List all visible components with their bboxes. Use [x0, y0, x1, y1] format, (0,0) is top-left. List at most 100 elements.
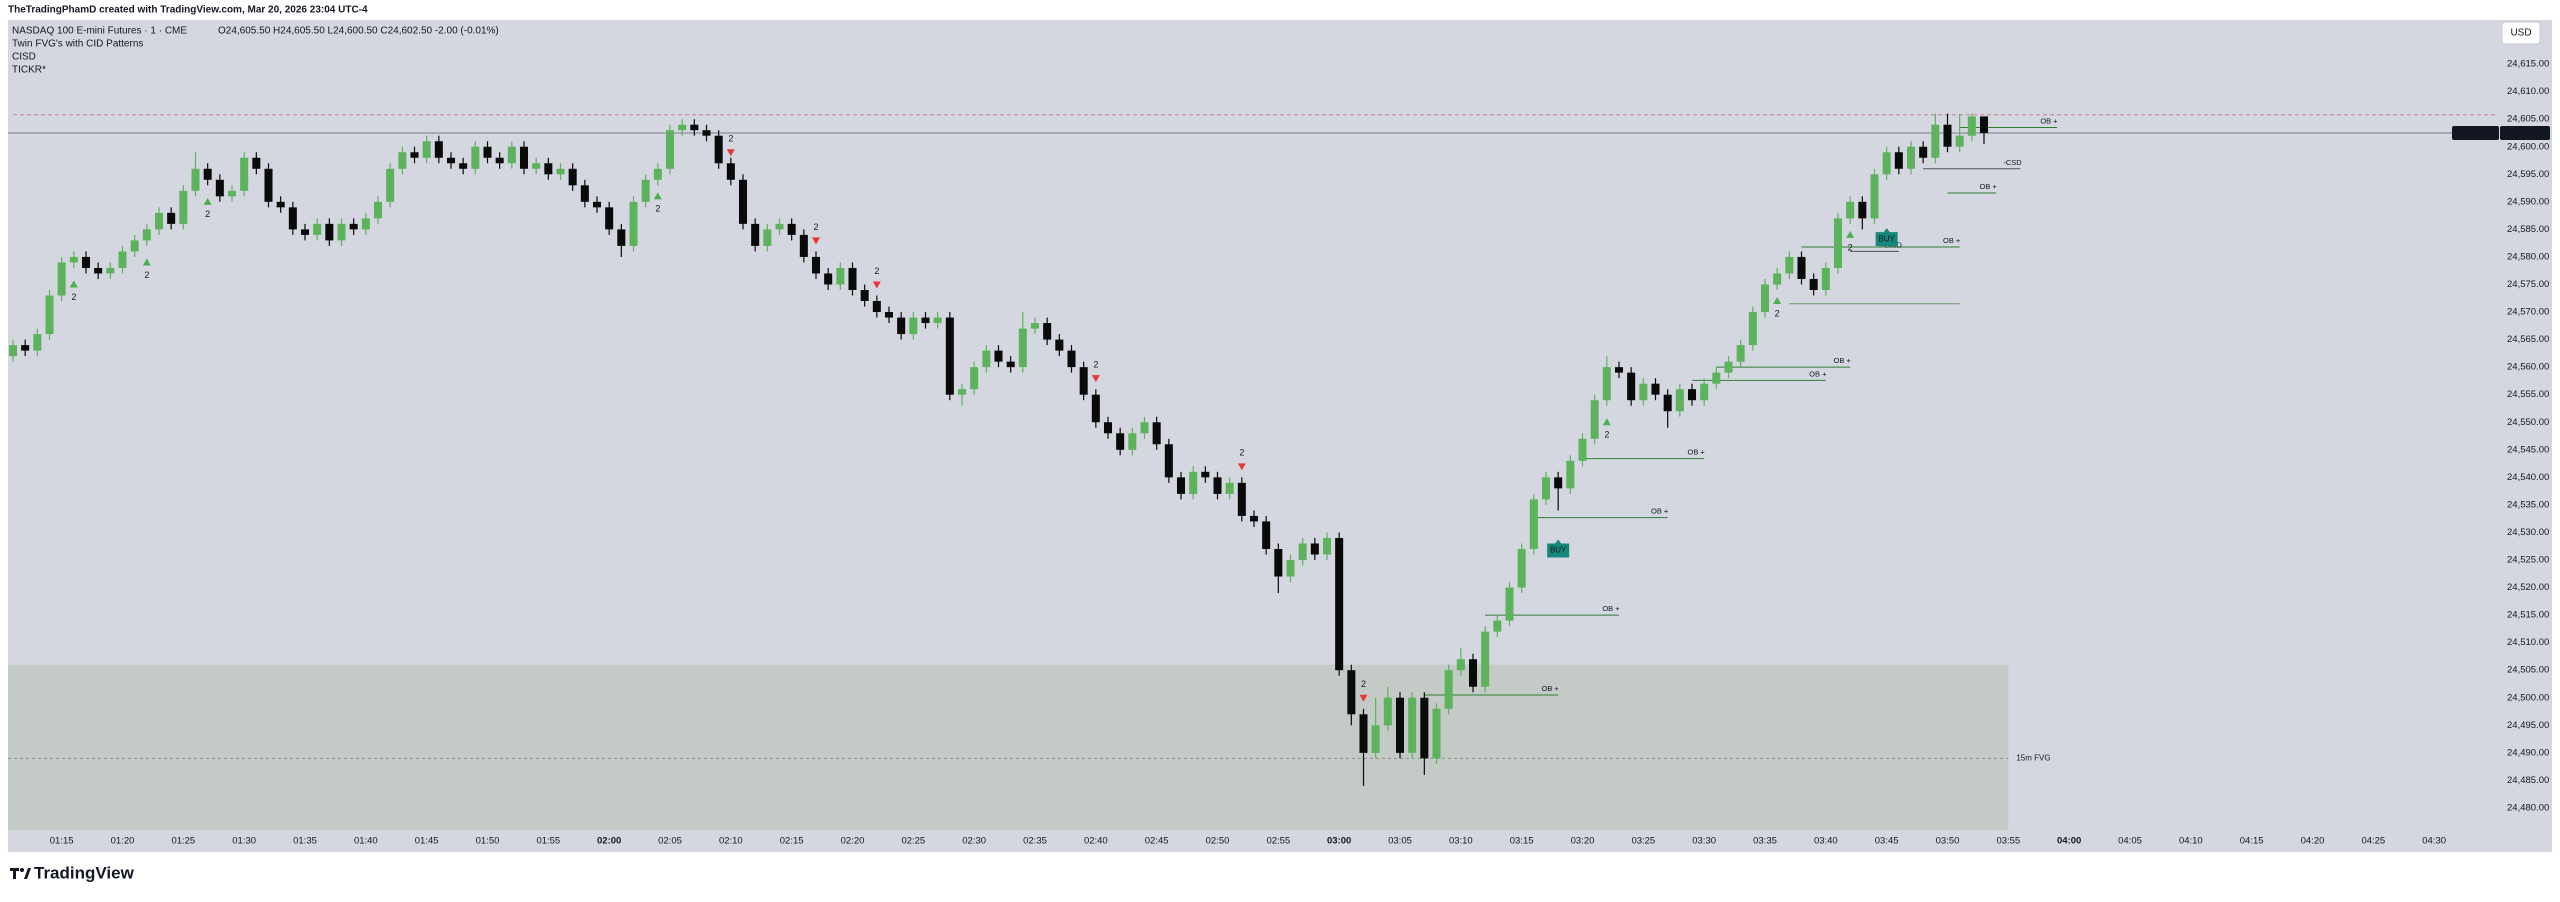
x-tick-label: 03:40 [1814, 836, 1838, 847]
level-label: OB + [1602, 604, 1620, 613]
candle-body [483, 146, 492, 158]
candle-body [519, 146, 529, 169]
candle-body [1103, 422, 1113, 434]
candle-body [1760, 284, 1770, 313]
currency[interactable]: USD [2510, 28, 2531, 39]
candle-body [203, 168, 212, 180]
logo [10, 868, 31, 879]
candle-body [507, 146, 516, 164]
candle-body [872, 301, 881, 313]
candle-body [349, 223, 358, 230]
candle-body [191, 168, 200, 191]
candle-body [738, 179, 748, 224]
candle-body [836, 267, 845, 285]
y-tick-label: 24,595.00 [2507, 169, 2549, 180]
signal-up [142, 258, 151, 266]
candle-body [1335, 537, 1344, 671]
candle-body [57, 262, 66, 296]
candle-body [799, 234, 808, 257]
candle-body [1541, 477, 1551, 500]
candle-body [1493, 620, 1502, 632]
candle-body [167, 212, 176, 224]
candle-body [69, 256, 78, 263]
candle-body [130, 240, 139, 252]
credit: TheTradingPhamD created with TradingView… [8, 5, 368, 16]
candle-body [933, 317, 942, 324]
candle-body [81, 256, 91, 268]
x-tick-label: 04:15 [2240, 836, 2264, 847]
candle-body [106, 267, 115, 274]
signal-label: 2 [1239, 448, 1244, 458]
currency-button[interactable] [2501, 21, 2541, 45]
candle-body [1189, 471, 1198, 494]
candle-body [1322, 537, 1332, 555]
candle-body [154, 212, 164, 230]
signal-label: 2 [1604, 430, 1609, 440]
candle-body [690, 124, 699, 131]
y-tick-label: 24,485.00 [2507, 775, 2549, 786]
level-label: -CSD [2003, 158, 2022, 167]
signal-label: 2 [144, 270, 149, 280]
candle-body [94, 267, 103, 274]
candle-body [1067, 350, 1076, 368]
candle-body [1468, 659, 1478, 687]
candle-body [337, 223, 346, 241]
x-tick-label: 04:20 [2301, 836, 2325, 847]
candle-body [641, 179, 650, 202]
y-tick-label: 24,515.00 [2507, 610, 2549, 621]
candle-body [1919, 146, 1928, 158]
x-tick-label: 03:10 [1449, 836, 1473, 847]
candle-body [1639, 383, 1648, 401]
chart-title: NASDAQ 100 E-mini Futures · 1 · CME [12, 26, 187, 37]
candle-body [1079, 367, 1088, 395]
candle-body [556, 168, 565, 175]
candle-body [970, 367, 979, 390]
candle-body [1408, 697, 1417, 753]
candle-body [1091, 394, 1100, 423]
candle-body [1420, 697, 1429, 759]
price-tag-label: 24,602.50 [2504, 127, 2546, 138]
candle-body [276, 201, 285, 208]
candle-body [617, 229, 626, 246]
candle-body [1931, 124, 1940, 158]
y-tick-label: 24,480.00 [2507, 802, 2549, 813]
candle-body [1347, 670, 1356, 715]
candle-body [884, 312, 894, 318]
x-tick-label: 01:20 [111, 836, 135, 847]
signal-down [872, 281, 881, 289]
level-label: OB + [1980, 182, 1998, 191]
candle-body [1566, 460, 1575, 489]
buy-marker [1875, 228, 1898, 247]
candle-body [605, 207, 614, 230]
candle-body [982, 350, 991, 368]
candle-body [1262, 521, 1271, 549]
y-tick-label: 24,500.00 [2507, 692, 2549, 703]
x-tick-label: 03:15 [1510, 836, 1534, 847]
candle-body [313, 223, 322, 235]
candle-body [495, 157, 504, 164]
x-tick-label: 03:55 [1996, 836, 2020, 847]
x-tick-label: 01:40 [354, 836, 378, 847]
candle-body [1006, 361, 1015, 368]
y-tick-label: 24,605.00 [2507, 114, 2549, 125]
candle-body [215, 179, 224, 197]
candle-body [1128, 433, 1137, 450]
level-label: OB + [1943, 236, 1961, 245]
candle-body [1724, 361, 1733, 373]
x-tick-label: 03:20 [1571, 836, 1595, 847]
candle-body [1627, 372, 1636, 401]
candle-body [398, 152, 407, 169]
level-label: OB + [1651, 507, 1669, 516]
candle-body [1578, 438, 1587, 461]
symbol-label: NQH2026 [2455, 127, 2495, 137]
candle-body [726, 163, 735, 180]
candle-body [179, 190, 188, 224]
candle-body [33, 334, 42, 351]
x-tick-label: 04:00 [2057, 836, 2081, 847]
y-tick-label: 24,580.00 [2507, 251, 2549, 262]
candle-body [1030, 323, 1040, 329]
candle-body [1858, 201, 1867, 219]
candle-body [142, 229, 151, 241]
candle-body [1590, 400, 1599, 439]
